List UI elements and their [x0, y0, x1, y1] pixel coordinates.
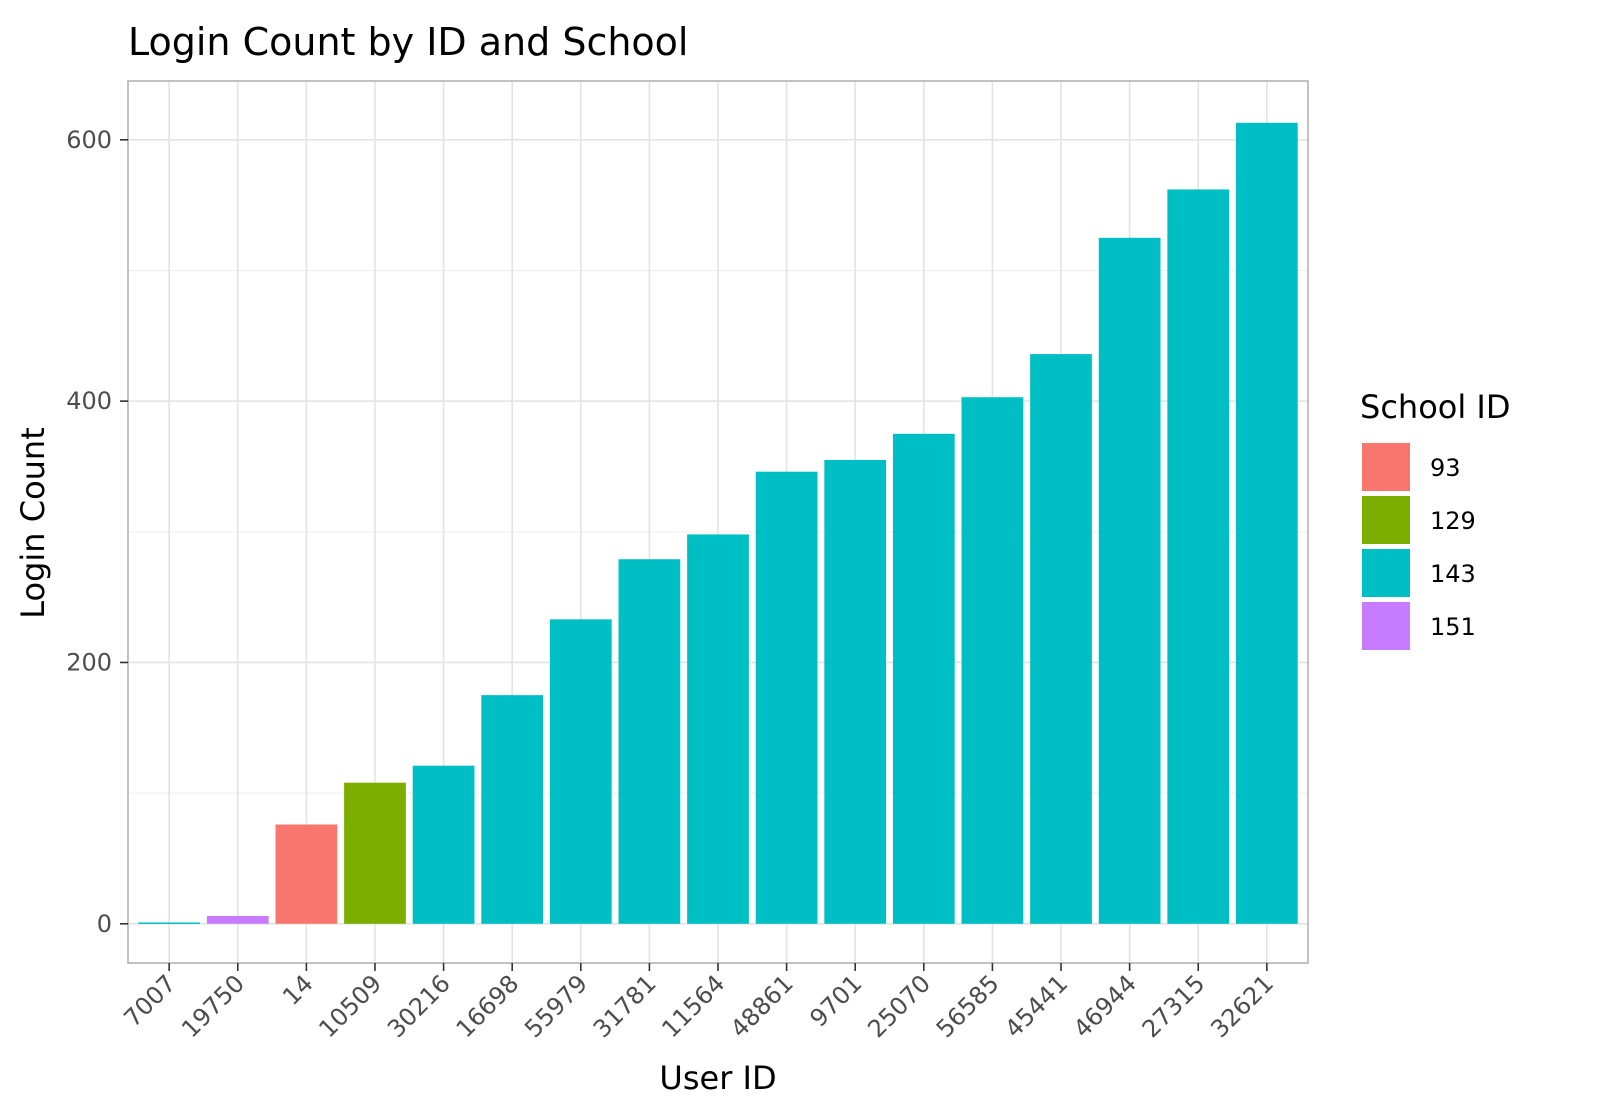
legend: School ID 93 129 143 151 — [1360, 388, 1510, 650]
x-tick-label: 45441 — [999, 969, 1073, 1043]
bar-55979 — [549, 619, 612, 924]
x-tick-label: 56585 — [931, 969, 1005, 1043]
x-axis-title: User ID — [659, 1059, 776, 1097]
legend-key-143 — [1362, 549, 1410, 597]
legend-label-151: 151 — [1430, 613, 1476, 641]
bar-25070 — [892, 433, 955, 924]
bar-7007 — [138, 922, 201, 924]
bar-45441 — [1030, 354, 1092, 924]
y-axis: 0 200 400 600 — [66, 126, 128, 938]
y-tick-label: 600 — [66, 126, 112, 154]
bar-31781 — [618, 559, 681, 924]
bar-32621 — [1235, 122, 1298, 924]
y-axis-title: Login Count — [14, 427, 52, 619]
bars — [138, 122, 1298, 924]
y-tick-label: 200 — [66, 648, 112, 676]
x-tick-label: 55979 — [519, 969, 593, 1043]
legend-label-129: 129 — [1430, 507, 1476, 535]
legend-label-143: 143 — [1430, 560, 1476, 588]
x-tick-label: 14 — [277, 969, 318, 1010]
bar-46944 — [1098, 237, 1161, 924]
legend-entries: 93 129 143 151 — [1362, 443, 1476, 650]
bar-19750 — [206, 915, 269, 924]
x-tick-label: 31781 — [588, 969, 662, 1043]
legend-key-129 — [1362, 496, 1410, 544]
bar-10509 — [344, 782, 406, 924]
legend-key-93 — [1362, 443, 1410, 491]
x-tick-label: 11564 — [656, 969, 730, 1043]
x-tick-label: 30216 — [382, 969, 456, 1043]
x-tick-label: 7007 — [118, 969, 181, 1032]
x-tick-label: 48861 — [725, 969, 799, 1043]
legend-key-151 — [1362, 602, 1410, 650]
bar-16698 — [481, 695, 544, 924]
x-tick-label: 46944 — [1068, 969, 1142, 1043]
y-tick-label: 0 — [97, 910, 112, 938]
bar-30216 — [412, 765, 475, 924]
chart-title: Login Count by ID and School — [128, 20, 688, 64]
x-tick-label: 19750 — [176, 969, 250, 1043]
x-tick-label: 10509 — [313, 969, 387, 1043]
x-tick-label: 25070 — [862, 969, 936, 1043]
bar-9701 — [824, 459, 887, 924]
bar-14 — [275, 824, 338, 924]
legend-title: School ID — [1360, 388, 1510, 426]
bar-11564 — [687, 534, 749, 924]
bar-56585 — [961, 397, 1024, 924]
x-tick-label: 32621 — [1205, 969, 1279, 1043]
legend-label-93: 93 — [1430, 454, 1461, 482]
x-tick-label: 9701 — [804, 969, 867, 1032]
y-tick-label: 400 — [66, 387, 112, 415]
x-tick-label: 16698 — [451, 969, 525, 1043]
bar-27315 — [1167, 189, 1230, 924]
x-tick-label: 27315 — [1137, 969, 1211, 1043]
bar-48861 — [755, 471, 818, 924]
